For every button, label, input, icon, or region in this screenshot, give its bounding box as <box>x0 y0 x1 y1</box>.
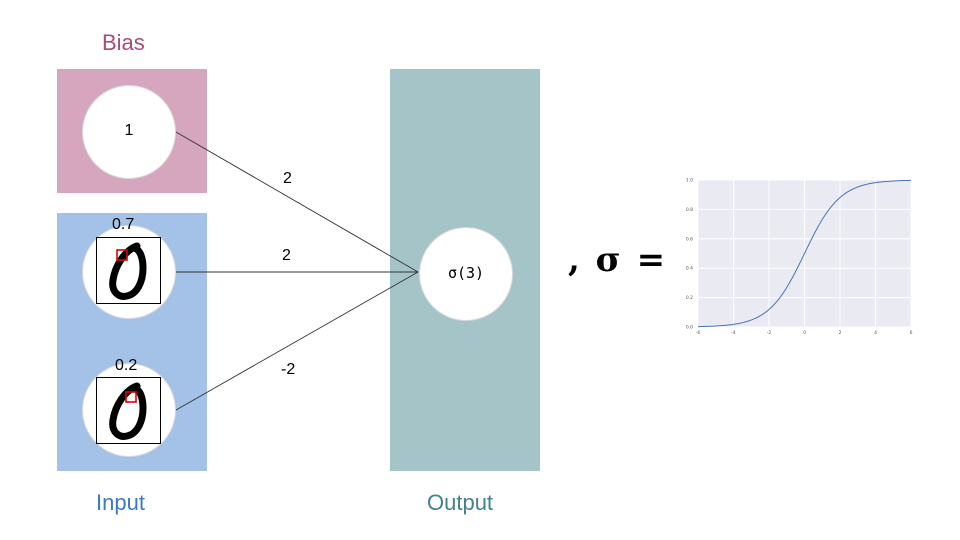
pixel-highlight-2 <box>125 391 137 403</box>
x-tick-label: 4 <box>874 330 877 336</box>
bias-node-value: 1 <box>124 122 134 139</box>
weight-input-1: 2 <box>282 247 291 264</box>
y-tick-label: 0.2 <box>686 295 693 301</box>
bias-label: Bias <box>102 30 145 55</box>
pixel-highlight-1 <box>116 249 128 261</box>
plot-area <box>698 180 911 327</box>
sigmoid-curve <box>697 179 912 328</box>
weight-input-2: -2 <box>281 361 296 378</box>
digit-image-2 <box>96 377 161 444</box>
y-tick-label: 1.0 <box>686 178 693 184</box>
x-tick-label: -4 <box>731 330 736 336</box>
x-tick-label: 2 <box>839 330 842 336</box>
output-label: Output <box>427 490 494 515</box>
x-tick-label: -2 <box>767 330 772 336</box>
input-label: Input <box>96 490 145 515</box>
bias-node: 1 <box>82 85 176 179</box>
input2-output-connection <box>175 271 419 411</box>
y-tick-label: 0.6 <box>686 236 693 242</box>
digit-image-1 <box>96 237 161 304</box>
input-node-1-value: 0.7 <box>112 216 135 233</box>
input-node-2-value: 0.2 <box>115 357 138 374</box>
y-tick-label: 0.8 <box>686 207 693 213</box>
x-tick-label: 6 <box>910 330 913 336</box>
digit-zero-drawing <box>109 382 147 440</box>
y-tick-label: 0.4 <box>686 266 693 272</box>
bias-output-connection <box>175 131 419 273</box>
weight-bias: 2 <box>283 170 292 187</box>
y-tick-label: 0.0 <box>686 325 693 331</box>
digit-zero-drawing <box>109 242 147 300</box>
output-node-value: σ(3) <box>447 264 485 282</box>
sigma-equation: , σ = <box>568 240 668 280</box>
x-tick-label: -6 <box>696 330 701 336</box>
x-tick-label: 0 <box>803 330 806 336</box>
output-node: σ(3) <box>419 227 513 321</box>
